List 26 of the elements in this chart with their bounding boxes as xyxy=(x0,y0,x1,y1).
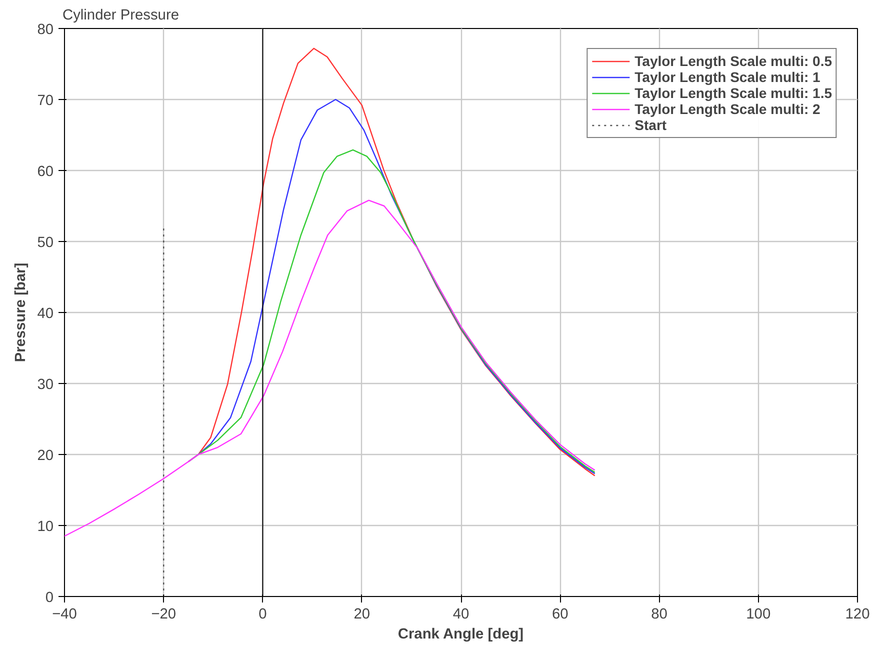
y-tick-label: 0 xyxy=(45,590,54,606)
y-axis-title: Pressure [bar] xyxy=(13,262,30,362)
x-tick-label: −20 xyxy=(151,606,176,622)
y-tick-label: 80 xyxy=(37,22,54,38)
x-axis-title: Crank Angle [deg] xyxy=(398,626,524,642)
x-tick-label: 100 xyxy=(746,606,771,622)
chart-title: Cylinder Pressure xyxy=(62,8,179,24)
x-tick-label: 20 xyxy=(354,606,370,622)
x-tick-label: 0 xyxy=(258,606,267,622)
y-tick-label: 10 xyxy=(37,519,54,535)
x-tick-label: 60 xyxy=(552,606,568,622)
y-tick-label: 60 xyxy=(37,164,54,180)
y-tick-label: 30 xyxy=(37,377,54,393)
legend-label: Taylor Length Scale multi: 1 xyxy=(634,69,820,85)
x-tick-label: 40 xyxy=(452,606,470,622)
y-tick-label: 20 xyxy=(37,448,54,464)
legend-label: Start xyxy=(634,117,667,133)
legend-label: Taylor Length Scale multi: 1.5 xyxy=(634,85,832,101)
y-tick-label: 40 xyxy=(37,306,54,322)
x-tick-label: 80 xyxy=(651,606,668,622)
x-tick-label: 120 xyxy=(845,606,870,622)
legend-label: Taylor Length Scale multi: 2 xyxy=(634,101,820,117)
y-tick-label: 70 xyxy=(37,93,54,109)
legend-label: Taylor Length Scale multi: 0.5 xyxy=(634,53,832,69)
y-tick-label: 50 xyxy=(37,235,54,251)
x-tick-label: −40 xyxy=(52,606,77,622)
